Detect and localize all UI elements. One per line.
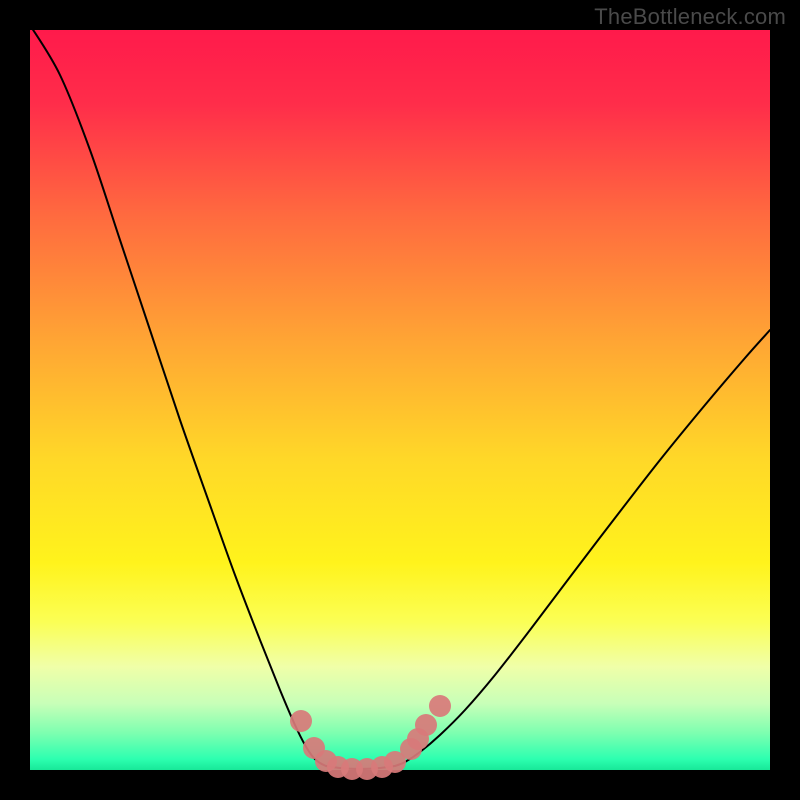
chart-root: TheBottleneck.com [0,0,800,800]
chart-svg [0,0,800,800]
attribution-watermark: TheBottleneck.com [594,4,786,30]
marker-dot [290,710,312,732]
marker-dot [415,714,437,736]
plot-background [30,30,770,770]
marker-dot [429,695,451,717]
